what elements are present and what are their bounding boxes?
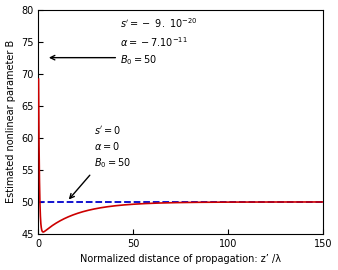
Text: $s' =0$
$\alpha=0$
$B_0=50$: $s' =0$ $\alpha=0$ $B_0=50$ xyxy=(94,124,130,170)
Text: $s' = -\ 9.\ 10^{-20}$
$\alpha= -7.10^{-11}$
$B_0=50$: $s' = -\ 9.\ 10^{-20}$ $\alpha= -7.10^{-… xyxy=(120,16,198,67)
X-axis label: Normalized distance of propagation: z’ /λ: Normalized distance of propagation: z’ /… xyxy=(80,254,281,264)
Y-axis label: Estimated nonlinear parameter B: Estimated nonlinear parameter B xyxy=(5,40,16,203)
